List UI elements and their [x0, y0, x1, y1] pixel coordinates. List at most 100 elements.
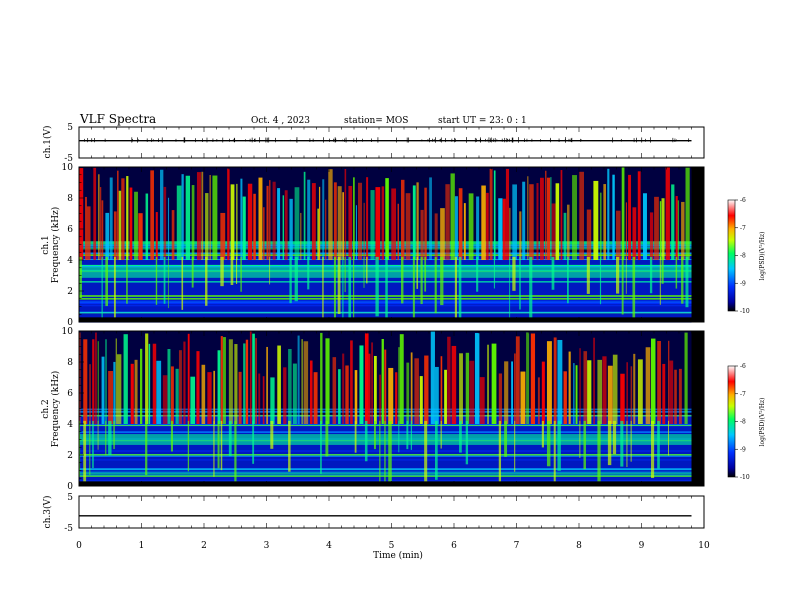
spec-burst: [97, 341, 99, 424]
spec-burst: [320, 332, 323, 424]
spec-burst: [650, 338, 656, 424]
x-tick-label-3: 3: [264, 541, 270, 551]
y-tick-label-8: 8: [67, 194, 73, 204]
ch3-ytick-top: 5: [67, 493, 73, 503]
x-tick-label-6: 6: [451, 541, 457, 551]
spec-burst: [370, 190, 375, 260]
spec-burst: [95, 332, 97, 424]
spec-burst-low: [626, 420, 628, 468]
spec-burst: [405, 193, 411, 260]
spec-burst: [288, 348, 292, 424]
spec-burst-low: [607, 420, 612, 466]
x-tick-label-1: 1: [139, 541, 145, 551]
spec-burst: [101, 356, 105, 424]
spec-burst: [344, 168, 347, 260]
spec-burst-low: [412, 256, 415, 321]
spec-burst: [139, 348, 143, 424]
ch1-spectrogram-ticks: [78, 166, 705, 323]
spec-burst: [83, 339, 88, 424]
spec-burst: [410, 352, 413, 424]
spec-burst-low: [675, 256, 678, 289]
ch1-voltage-trace: [79, 137, 692, 143]
spec-burst: [637, 359, 643, 424]
spec-burst: [388, 367, 394, 424]
spec-burst: [486, 192, 489, 260]
spec-burst: [628, 174, 632, 260]
spec-burst: [183, 341, 186, 424]
spec-burst: [384, 349, 387, 424]
spec-burst: [515, 336, 520, 424]
spec-burst: [255, 338, 257, 424]
spec-burst-low: [97, 420, 99, 450]
spec-base-high: [79, 167, 692, 253]
spec-burst: [474, 332, 480, 424]
spec-burst: [553, 337, 557, 424]
spec-burst-low: [519, 256, 521, 310]
ch1-voltage-ticks: [78, 127, 705, 158]
spec-burst: [258, 177, 263, 260]
spec-burst-low: [620, 420, 624, 467]
spec-burst: [379, 374, 381, 424]
spec-burst-low: [228, 420, 232, 457]
spec-burst-low: [458, 256, 462, 319]
spec-burst: [234, 344, 238, 424]
spec-burst: [303, 171, 306, 260]
spec-burst-low: [566, 256, 569, 304]
spec-burst: [355, 205, 357, 260]
spec-burst: [176, 185, 182, 260]
spec-burst-low: [625, 256, 627, 294]
spec-burst: [167, 197, 170, 260]
spec-burst-low: [434, 420, 438, 480]
spec-burst: [401, 179, 405, 260]
spec-burst: [277, 345, 281, 424]
spec-burst: [105, 339, 107, 424]
spec-burst: [191, 185, 195, 260]
spec-burst: [205, 193, 209, 260]
spec-burst-low: [659, 256, 661, 305]
spec-burst-low: [344, 256, 346, 293]
spec-burst-low: [289, 256, 292, 304]
spec-burst: [566, 204, 570, 260]
spec-burst: [445, 184, 450, 260]
spec-burst: [190, 376, 196, 424]
spec-burst-low: [424, 256, 427, 292]
spec-burst: [79, 168, 84, 260]
spec-burst-low: [586, 256, 590, 294]
spec-burst-low: [410, 420, 412, 450]
spec-burst-low: [401, 256, 404, 304]
spec-burst: [284, 190, 288, 260]
spec-burst: [350, 340, 353, 424]
spec-burst: [300, 212, 302, 260]
spec-burst: [162, 375, 168, 424]
spec-burst: [555, 183, 560, 260]
spec-burst: [328, 169, 333, 260]
spec-burst: [630, 366, 633, 424]
spec-burst: [207, 372, 212, 424]
spec-burst: [86, 206, 91, 260]
spec-burst-low: [379, 420, 381, 486]
spec-burst: [451, 345, 457, 424]
spec-burst: [353, 177, 355, 260]
spec-burst-low: [220, 420, 223, 471]
spec-burst-low: [205, 256, 208, 306]
spec-burst: [391, 188, 397, 260]
spec-burst: [79, 332, 81, 424]
spec-burst: [575, 365, 578, 424]
spec-burst: [249, 331, 252, 424]
spec-burst: [145, 193, 149, 260]
x-tick-label-9: 9: [639, 541, 645, 551]
ch2-spectrogram-ytick-labels: 0 2 4 6 8 10: [62, 327, 74, 492]
spec-burst: [150, 170, 154, 260]
spec-burst-low: [406, 420, 409, 450]
spec-burst: [145, 333, 149, 424]
spec-burst-low: [504, 420, 508, 457]
spec-burst: [178, 350, 182, 424]
spec-burst: [342, 192, 344, 260]
colorbar-tick-label--6: -6: [740, 197, 746, 204]
spec-burst-low: [681, 256, 684, 304]
y-tick-label-10: 10: [62, 163, 74, 173]
spec-burst: [309, 360, 313, 424]
spec-burst: [572, 175, 577, 260]
spec-burst: [338, 369, 341, 424]
spec-burst: [522, 181, 526, 260]
